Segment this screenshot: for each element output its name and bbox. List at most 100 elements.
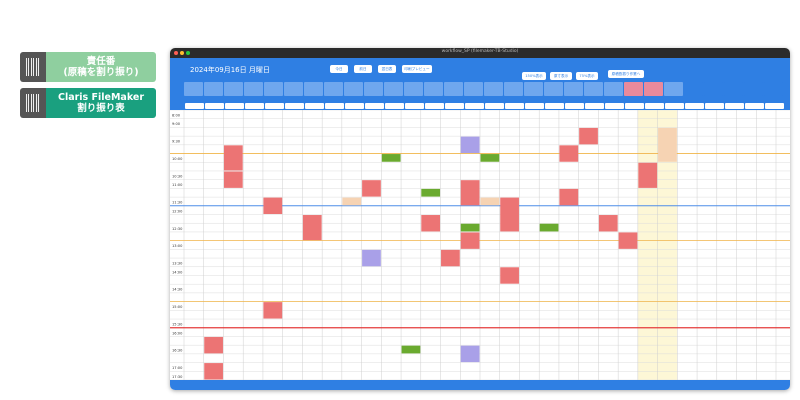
staff-column-header[interactable] — [224, 82, 243, 96]
staff-column-header[interactable] — [664, 82, 683, 96]
staff-column-header[interactable] — [464, 82, 483, 96]
schedule-event-block — [658, 127, 677, 162]
schedule-event-block — [401, 345, 421, 354]
staff-column-header[interactable] — [524, 82, 543, 96]
staff-filter-cell[interactable] — [444, 103, 464, 109]
staff-column-header[interactable] — [604, 82, 623, 96]
staff-filter-cell[interactable] — [664, 103, 684, 109]
staff-filter-cell[interactable] — [364, 103, 384, 109]
staff-filter-cell[interactable] — [404, 103, 424, 109]
staff-column-header[interactable] — [424, 82, 443, 96]
staff-filter-cell[interactable] — [384, 103, 404, 109]
staff-column-header[interactable] — [404, 82, 423, 96]
staff-filter-cell[interactable] — [224, 103, 244, 109]
time-label: 10:30 — [172, 175, 183, 179]
staff-filter-cell[interactable] — [644, 103, 664, 109]
today-button[interactable]: 今日 — [330, 65, 348, 73]
staff-filter-cell[interactable] — [564, 103, 584, 109]
staff-column-header[interactable] — [324, 82, 343, 96]
staff-filter-cell[interactable] — [524, 103, 544, 109]
schedule-event-block — [618, 232, 638, 249]
zoom-150-button[interactable]: 150%表示 — [522, 72, 546, 80]
staff-filter-cell[interactable] — [184, 103, 204, 109]
schedule-event-block — [362, 249, 381, 267]
staff-column-header[interactable] — [704, 82, 723, 96]
staff-filter-cell[interactable] — [264, 103, 284, 109]
staff-column-header[interactable] — [564, 82, 583, 96]
staff-filter-cell[interactable] — [284, 103, 304, 109]
staff-filter-cell[interactable] — [604, 103, 624, 109]
staff-filter-cell[interactable] — [584, 103, 604, 109]
staff-column-header[interactable] — [764, 82, 783, 96]
time-label: 11:30 — [172, 201, 183, 205]
staff-column-header[interactable] — [484, 82, 503, 96]
staff-filter-cell[interactable] — [704, 103, 724, 109]
staff-filter-cell[interactable] — [684, 103, 704, 109]
time-label: 14:30 — [172, 288, 183, 292]
staff-column-header[interactable] — [364, 82, 383, 96]
schedule-event-block — [223, 145, 243, 171]
staff-column-header[interactable] — [304, 82, 323, 96]
zoom-75-button[interactable]: 75%表示 — [576, 72, 598, 80]
staff-filter-cell[interactable] — [504, 103, 524, 109]
staff-filter-cell[interactable] — [484, 103, 504, 109]
staff-column-header[interactable] — [264, 82, 283, 96]
zoom-icon[interactable] — [186, 51, 190, 55]
zoom-100-button[interactable]: 原寸表示 — [550, 72, 572, 80]
schedule-event-block — [263, 197, 283, 215]
staff-filter-cell[interactable] — [304, 103, 324, 109]
staff-filter-cell[interactable] — [764, 103, 784, 109]
staff-filter-cell[interactable] — [724, 103, 744, 109]
staff-filter-cell[interactable] — [624, 103, 644, 109]
staff-filter-cell[interactable] — [544, 103, 564, 109]
time-label: 17:30 — [172, 375, 183, 379]
time-label: 15:30 — [172, 323, 183, 327]
staff-column-header[interactable] — [644, 82, 663, 96]
barcode-icon — [26, 94, 40, 112]
schedule-event-block — [342, 197, 362, 206]
staff-filter-cell[interactable] — [464, 103, 484, 109]
staff-filter-cell[interactable] — [744, 103, 764, 109]
staff-column-header[interactable] — [544, 82, 563, 96]
staff-column-header[interactable] — [624, 82, 643, 96]
staff-filter-cell[interactable] — [204, 103, 224, 109]
staff-column-header[interactable] — [184, 82, 203, 96]
barcode-icon — [26, 58, 40, 76]
app-window: workflow_SP (filemaker-TB-Studio) 2024年0… — [170, 48, 790, 390]
label-title: 責任番 — [86, 56, 116, 67]
staff-column-header[interactable] — [584, 82, 603, 96]
staff-column-header[interactable] — [504, 82, 523, 96]
staff-column-header[interactable] — [744, 82, 763, 96]
prev-day-button[interactable]: 前日 — [354, 65, 372, 73]
assign-work-button[interactable]: 原稿割振り作業へ — [608, 70, 644, 78]
staff-column-header[interactable] — [444, 82, 463, 96]
schedule-event-block — [460, 232, 480, 249]
staff-column-header[interactable] — [724, 82, 743, 96]
time-label: 13:00 — [172, 244, 183, 248]
staff-filter-cell[interactable] — [424, 103, 444, 109]
staff-column-header[interactable] — [244, 82, 263, 96]
staff-filter-row — [170, 102, 790, 110]
time-label: 14:00 — [172, 270, 183, 274]
close-icon[interactable] — [174, 51, 178, 55]
schedule-event-block — [441, 249, 460, 267]
staff-column-header[interactable] — [344, 82, 363, 96]
staff-column-header[interactable] — [684, 82, 703, 96]
staff-filter-cell[interactable] — [344, 103, 364, 109]
time-label: 9:30 — [172, 140, 181, 144]
staff-column-header[interactable] — [204, 82, 223, 96]
schedule-header: 2024年09月16日 月曜日 今日 前日 翌日表 印刷プレビュー 150%表示… — [170, 58, 790, 102]
schedule-grid-canvas: 8:00 9:00 9:30 10:00 10:30 11:00 11:30 12:00 12:… — [170, 109, 790, 381]
next-day-button[interactable]: 翌日表 — [378, 65, 396, 73]
label-subtitle: 割り振り表 — [77, 103, 125, 114]
schedule-event-block — [223, 171, 243, 188]
time-label: 13:30 — [172, 262, 183, 266]
schedule-event-block — [460, 345, 480, 363]
staff-column-header[interactable] — [384, 82, 403, 96]
staff-filter-cell[interactable] — [244, 103, 264, 109]
minimize-icon[interactable] — [180, 51, 184, 55]
time-label: 15:00 — [172, 305, 183, 309]
staff-column-header[interactable] — [284, 82, 303, 96]
print-preview-button[interactable]: 印刷プレビュー — [402, 65, 432, 73]
staff-filter-cell[interactable] — [324, 103, 344, 109]
